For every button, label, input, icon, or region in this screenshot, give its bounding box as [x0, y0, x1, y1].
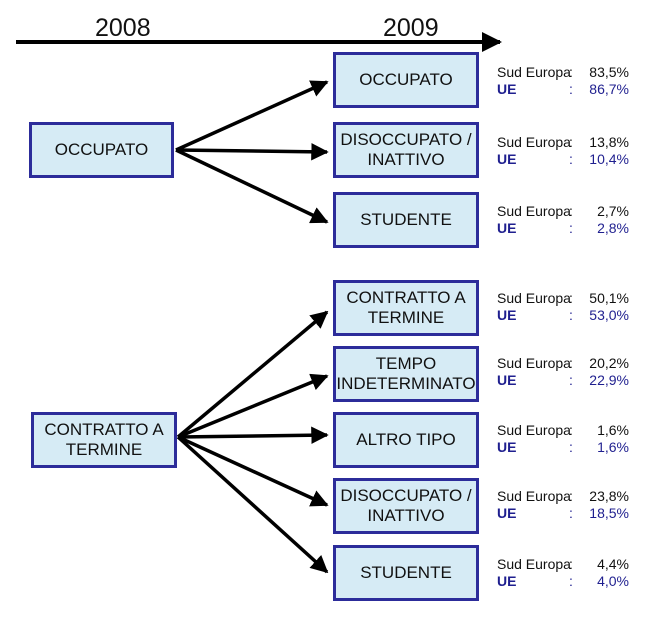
sud-europa-value: 4,4%	[597, 556, 629, 572]
outcome-label: STUDENTE	[360, 210, 452, 229]
ue-value: 2,8%	[597, 220, 629, 236]
stat-disoccupato: Sud Europa:13,8% UE:10,4%	[497, 134, 629, 167]
outcome-label: CONTRATTO A TERMINE	[346, 288, 466, 327]
ue-value: 18,5%	[589, 505, 629, 521]
ue-label: UE	[497, 220, 517, 236]
ue-value: 1,6%	[597, 439, 629, 455]
stat-studente-2: Sud Europa:4,4% UE:4,0%	[497, 556, 629, 589]
connector-arrow-1	[175, 80, 329, 152]
source-box-contratto-a-termine: CONTRATTO A TERMINE	[31, 412, 177, 468]
sud-europa-label: Sud Europa	[497, 290, 571, 306]
stat-occupato: Sud Europa:83,5% UE:86,7%	[497, 64, 629, 97]
outcome-label: DISOCCUPATO / INATTIVO	[340, 486, 472, 525]
sud-europa-label: Sud Europa	[497, 134, 571, 150]
sud-europa-value: 83,5%	[589, 64, 629, 80]
sud-europa-value: 20,2%	[589, 355, 629, 371]
stat-contratto-a-termine: Sud Europa:50,1% UE:53,0%	[497, 290, 629, 323]
year-2008-label: 2008	[95, 14, 151, 42]
connector-arrow-7	[177, 435, 329, 507]
ue-label: UE	[497, 505, 517, 521]
sud-europa-label: Sud Europa	[497, 203, 571, 219]
outcome-label: ALTRO TIPO	[356, 430, 456, 449]
sud-europa-value: 50,1%	[589, 290, 629, 306]
outcome-box-studente: STUDENTE	[333, 192, 479, 248]
connector-arrow-6	[177, 426, 329, 444]
ue-value: 53,0%	[589, 307, 629, 323]
connector-arrow-3	[175, 148, 329, 224]
outcome-box-disoccupato-2: DISOCCUPATO / INATTIVO	[333, 478, 479, 534]
outcome-box-disoccupato: DISOCCUPATO / INATTIVO	[333, 122, 479, 178]
outcome-box-occupato: OCCUPATO	[333, 52, 479, 108]
sud-europa-value: 1,6%	[597, 422, 629, 438]
outcome-box-studente-2: STUDENTE	[333, 545, 479, 601]
stat-studente: Sud Europa:2,7% UE:2,8%	[497, 203, 629, 236]
sud-europa-value: 23,8%	[589, 488, 629, 504]
outcome-label: TEMPO INDETERMINATO	[336, 354, 476, 393]
outcome-box-contratto-a-termine: CONTRATTO A TERMINE	[333, 280, 479, 336]
ue-value: 86,7%	[589, 81, 629, 97]
connector-arrow-8	[176, 435, 329, 574]
ue-label: UE	[497, 439, 517, 455]
stat-altro-tipo: Sud Europa:1,6% UE:1,6%	[497, 422, 629, 455]
connector-arrow-4	[176, 310, 329, 439]
outcome-box-tempo-indeterminato: TEMPO INDETERMINATO	[333, 346, 479, 402]
ue-label: UE	[497, 81, 517, 97]
sud-europa-value: 13,8%	[589, 134, 629, 150]
ue-label: UE	[497, 307, 517, 323]
ue-value: 4,0%	[597, 573, 629, 589]
sud-europa-label: Sud Europa	[497, 355, 571, 371]
outcome-label: STUDENTE	[360, 563, 452, 582]
sud-europa-value: 2,7%	[597, 203, 629, 219]
ue-value: 10,4%	[589, 151, 629, 167]
ue-value: 22,9%	[589, 372, 629, 388]
ue-label: UE	[497, 151, 517, 167]
sud-europa-label: Sud Europa	[497, 64, 571, 80]
outcome-label: DISOCCUPATO / INATTIVO	[340, 130, 472, 169]
outcome-box-altro-tipo: ALTRO TIPO	[333, 412, 479, 468]
source-label: OCCUPATO	[54, 140, 149, 159]
connector-arrow-2	[175, 143, 329, 161]
stat-tempo-indeterminato: Sud Europa:20,2% UE:22,9%	[497, 355, 629, 388]
ue-label: UE	[497, 573, 517, 589]
sud-europa-label: Sud Europa	[497, 556, 571, 572]
sud-europa-label: Sud Europa	[497, 422, 571, 438]
source-label: CONTRATTO A TERMINE	[44, 420, 164, 459]
ue-label: UE	[497, 372, 517, 388]
sud-europa-label: Sud Europa	[497, 488, 571, 504]
year-2009-label: 2009	[383, 14, 439, 42]
stat-disoccupato-2: Sud Europa:23,8% UE:18,5%	[497, 488, 629, 521]
source-box-occupato: OCCUPATO	[29, 122, 174, 178]
connector-arrow-5	[177, 373, 329, 439]
outcome-label: OCCUPATO	[359, 70, 453, 89]
